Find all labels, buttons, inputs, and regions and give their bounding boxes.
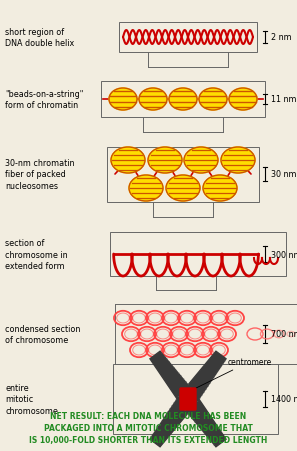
Ellipse shape: [139, 89, 167, 111]
Ellipse shape: [229, 89, 257, 111]
FancyBboxPatch shape: [180, 388, 196, 410]
Bar: [101, 82, 265, 118]
Bar: [113, 364, 278, 434]
Text: "beads-on-a-string"
form of chromatin: "beads-on-a-string" form of chromatin: [5, 90, 83, 110]
Bar: [110, 232, 286, 276]
Polygon shape: [181, 394, 226, 447]
Text: 30 nm: 30 nm: [271, 170, 296, 179]
Text: 2 nm: 2 nm: [271, 33, 292, 42]
Text: 11 nm: 11 nm: [271, 95, 296, 104]
Text: 300 nm: 300 nm: [271, 250, 297, 259]
Ellipse shape: [166, 175, 200, 202]
Text: 30-nm chromatin
fiber of packed
nucleosomes: 30-nm chromatin fiber of packed nucleoso…: [5, 159, 75, 190]
Ellipse shape: [221, 147, 255, 174]
Polygon shape: [150, 394, 195, 447]
Text: condensed section
of chromosome: condensed section of chromosome: [5, 324, 80, 345]
Ellipse shape: [184, 147, 218, 174]
Ellipse shape: [129, 175, 163, 202]
Text: entire
mitotic
chromosome: entire mitotic chromosome: [5, 383, 58, 415]
Ellipse shape: [148, 147, 182, 174]
Polygon shape: [150, 351, 195, 405]
Ellipse shape: [111, 147, 145, 174]
Bar: [119, 23, 257, 53]
Text: section of
chromosome in
extended form: section of chromosome in extended form: [5, 239, 68, 270]
Text: centromere: centromere: [192, 357, 272, 390]
Ellipse shape: [199, 89, 227, 111]
Text: short region of
DNA double helix: short region of DNA double helix: [5, 28, 74, 48]
Text: NET RESULT: EACH DNA MOLECULE HAS BEEN
PACKAGED INTO A MITOTIC CHROMOSOME THAT
I: NET RESULT: EACH DNA MOLECULE HAS BEEN P…: [29, 411, 267, 444]
Bar: [115, 304, 297, 364]
Polygon shape: [181, 351, 226, 405]
Ellipse shape: [169, 89, 197, 111]
Ellipse shape: [203, 175, 237, 202]
Text: 1400 nm: 1400 nm: [271, 395, 297, 404]
Text: 700 nm: 700 nm: [271, 330, 297, 339]
Bar: [107, 147, 259, 202]
Ellipse shape: [109, 89, 137, 111]
